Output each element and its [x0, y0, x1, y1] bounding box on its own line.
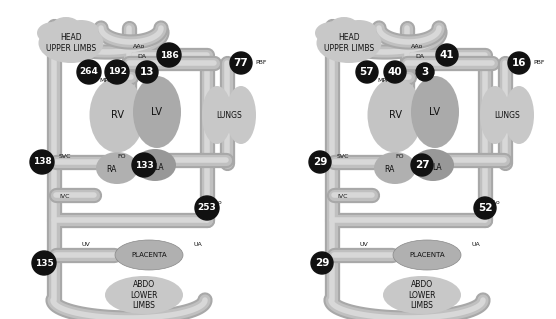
Text: DA: DA — [137, 55, 146, 60]
Text: LV: LV — [151, 107, 162, 117]
Circle shape — [416, 63, 434, 81]
Text: 27: 27 — [415, 160, 429, 170]
Ellipse shape — [220, 110, 238, 130]
Text: MPA: MPA — [377, 78, 390, 83]
Text: 13: 13 — [140, 67, 154, 77]
Text: AAo: AAo — [411, 44, 423, 49]
Text: FO: FO — [395, 153, 404, 159]
Circle shape — [474, 197, 496, 219]
Ellipse shape — [383, 276, 461, 314]
Text: RA: RA — [106, 166, 116, 174]
Ellipse shape — [105, 276, 183, 314]
Text: 29: 29 — [313, 157, 327, 167]
Ellipse shape — [368, 78, 423, 152]
Text: 77: 77 — [234, 58, 249, 68]
Ellipse shape — [63, 20, 98, 40]
Ellipse shape — [202, 86, 232, 144]
Text: DAo: DAo — [487, 199, 500, 204]
Ellipse shape — [341, 20, 376, 40]
Text: LUNGS: LUNGS — [494, 110, 520, 120]
Text: 57: 57 — [360, 67, 374, 77]
Circle shape — [436, 44, 458, 66]
Ellipse shape — [38, 23, 103, 63]
Ellipse shape — [134, 149, 176, 181]
Ellipse shape — [226, 86, 256, 144]
Ellipse shape — [316, 23, 381, 63]
Text: RA: RA — [384, 166, 394, 174]
Text: 3: 3 — [421, 67, 429, 77]
Text: 186: 186 — [160, 50, 178, 60]
Text: 135: 135 — [34, 258, 53, 268]
Ellipse shape — [90, 78, 145, 152]
Ellipse shape — [96, 152, 138, 184]
Text: LA: LA — [432, 162, 442, 172]
Text: 16: 16 — [512, 58, 526, 68]
Text: 52: 52 — [478, 203, 492, 213]
Text: 264: 264 — [80, 68, 98, 77]
Text: DA: DA — [415, 55, 424, 60]
Text: PLACENTA: PLACENTA — [409, 252, 445, 258]
Text: LUNGS: LUNGS — [216, 110, 242, 120]
Circle shape — [230, 52, 252, 74]
Text: LA: LA — [154, 162, 164, 172]
Ellipse shape — [330, 17, 358, 35]
Text: 29: 29 — [315, 258, 329, 268]
Text: AAo: AAo — [133, 44, 145, 49]
Text: RV: RV — [389, 110, 401, 120]
Circle shape — [132, 153, 156, 177]
Text: ABDO
LOWER
LIMBS: ABDO LOWER LIMBS — [408, 280, 436, 310]
Text: RV: RV — [111, 110, 123, 120]
Text: UA: UA — [194, 242, 203, 248]
Ellipse shape — [52, 17, 80, 35]
Ellipse shape — [133, 76, 181, 148]
Text: PBF: PBF — [255, 61, 266, 65]
Ellipse shape — [504, 86, 534, 144]
Text: IVC: IVC — [337, 195, 348, 199]
Circle shape — [311, 252, 333, 274]
Text: 40: 40 — [388, 67, 403, 77]
Text: PBF: PBF — [533, 61, 544, 65]
Ellipse shape — [411, 76, 459, 148]
Circle shape — [195, 196, 219, 220]
Text: HEAD
UPPER LIMBS: HEAD UPPER LIMBS — [324, 33, 374, 53]
Circle shape — [411, 154, 433, 176]
Ellipse shape — [412, 149, 454, 181]
Text: LV: LV — [429, 107, 440, 117]
Text: SVC: SVC — [59, 153, 72, 159]
Text: UV: UV — [81, 242, 90, 248]
Text: 192: 192 — [107, 68, 126, 77]
Ellipse shape — [480, 86, 510, 144]
Text: 41: 41 — [440, 50, 454, 60]
Ellipse shape — [315, 22, 347, 44]
Text: IVC: IVC — [59, 195, 70, 199]
Text: SVC: SVC — [337, 153, 350, 159]
Ellipse shape — [115, 240, 183, 270]
Text: 253: 253 — [197, 204, 216, 212]
Circle shape — [77, 60, 101, 84]
Text: 133: 133 — [135, 160, 153, 169]
Circle shape — [157, 43, 181, 67]
Text: ABDO
LOWER
LIMBS: ABDO LOWER LIMBS — [130, 280, 158, 310]
Text: UA: UA — [472, 242, 481, 248]
Text: PLACENTA: PLACENTA — [131, 252, 167, 258]
Circle shape — [30, 150, 54, 174]
Circle shape — [508, 52, 530, 74]
Text: DAo: DAo — [209, 199, 222, 204]
Ellipse shape — [393, 240, 461, 270]
Ellipse shape — [498, 110, 516, 130]
Ellipse shape — [37, 22, 69, 44]
Circle shape — [356, 61, 378, 83]
Ellipse shape — [374, 152, 416, 184]
Circle shape — [309, 151, 331, 173]
Text: 138: 138 — [33, 158, 51, 167]
Text: HEAD
UPPER LIMBS: HEAD UPPER LIMBS — [46, 33, 96, 53]
Circle shape — [105, 60, 129, 84]
Circle shape — [32, 251, 56, 275]
Text: FO: FO — [117, 153, 126, 159]
Circle shape — [384, 61, 406, 83]
Circle shape — [136, 61, 158, 83]
Text: MPA: MPA — [99, 78, 112, 83]
Text: UV: UV — [359, 242, 368, 248]
